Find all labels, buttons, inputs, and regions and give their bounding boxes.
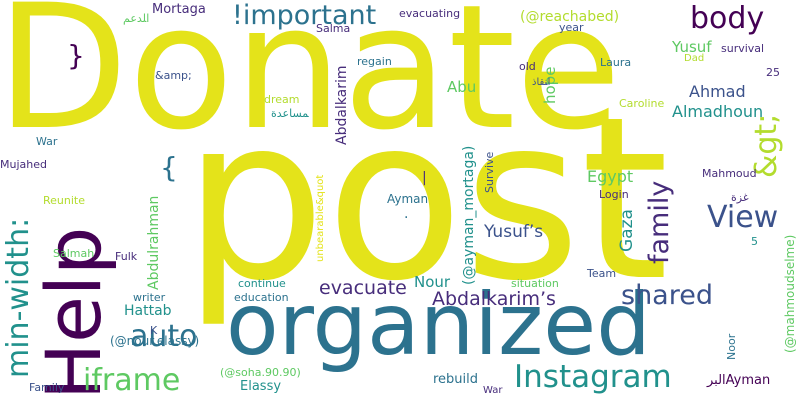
word-dream: dream <box>264 93 300 106</box>
word-abdalkarims: Abdalkarim’s <box>432 288 556 310</box>
word-team: Team <box>587 267 617 280</box>
word-fulk: Fulk <box>115 250 138 263</box>
word-continue: continue <box>238 277 286 290</box>
word-view: View <box>707 200 779 235</box>
word-min-width: min-width: <box>1 217 36 378</box>
word-salma: Salma <box>316 22 351 35</box>
word-reachabed: (@reachabed) <box>520 9 620 25</box>
word-abdalkarim: Abdalkarim <box>334 65 350 145</box>
word-5: 5 <box>751 235 758 248</box>
word-pipe: | <box>422 170 427 186</box>
word-dad: Dad <box>684 53 705 64</box>
word-soha: (@soha.90.90) <box>220 366 301 379</box>
word-mahmoudselme: (@mahmoudselme) <box>783 234 797 353</box>
word-dot: . <box>404 206 409 222</box>
word-ayman-mortaga: (@ayman_mortaga) <box>461 145 477 285</box>
word-noor: Noor <box>725 333 738 360</box>
word-arabic-4: ﻏﺰﺓ <box>731 191 749 204</box>
word-nour: Nour <box>414 273 451 291</box>
word-mujahed: Mujahed <box>0 158 47 171</box>
word-organized: organized <box>226 275 651 375</box>
word-regain: regain <box>357 55 392 68</box>
word-education: education <box>234 291 289 304</box>
word-instagram: Instagram <box>514 359 672 395</box>
word-k: K <box>150 324 158 337</box>
word-abu: Abu <box>447 78 477 96</box>
word-gaza: Gaza <box>617 209 637 252</box>
word-arabic-ayman: ﺍﻟﺒﺮAyman <box>707 373 771 388</box>
word-arabic-1: ﺍﻠﺪﻋﻢ <box>123 12 150 25</box>
word-donate: Donate <box>0 0 622 168</box>
word-evacuate: evacuate <box>319 277 407 299</box>
word-yusuf: Yusuf <box>672 38 712 56</box>
word-writer: writer <box>133 291 166 304</box>
word-mortaga: Mortaga <box>152 2 206 17</box>
word-survival: survival <box>721 42 765 55</box>
word-amp: &amp; <box>155 69 192 82</box>
word-ayman: Ayman <box>387 192 429 206</box>
word-laura: Laura <box>600 56 632 69</box>
word-reunite: Reunite <box>43 194 85 207</box>
word-nour-elassy: (@nour.elassy) <box>110 334 200 348</box>
word-arabic-3: ﺍﻨﻘﺎﺫ <box>532 77 551 88</box>
word-abdulrahman: Abdulrahman <box>146 195 162 290</box>
word-war-bottom: War <box>483 385 503 396</box>
word-important: !important <box>232 0 377 31</box>
word-ahmad: Ahmad <box>689 82 746 101</box>
word-shared: shared <box>621 280 713 311</box>
word-post: post <box>183 69 669 331</box>
word-almadhoun: Almadhoun <box>672 102 764 121</box>
word-caroline: Caroline <box>619 97 665 110</box>
word-hattab: Hattab <box>124 303 172 319</box>
word-unbearable: unbearable&quot <box>315 174 326 262</box>
word-open-brace: { <box>160 151 178 184</box>
word-yusufs: Yusuf’s <box>484 222 544 242</box>
word-25: 25 <box>766 66 780 79</box>
word-login: Login <box>599 188 629 201</box>
word-year: year <box>559 21 584 34</box>
word-arabic-2: ﻤﺴﺎﻋﺪﺓ <box>271 107 309 120</box>
word-elassy: Elassy <box>240 379 282 394</box>
word-old: old <box>519 60 536 73</box>
word-close-brace: } <box>67 39 85 72</box>
word-family: family <box>644 180 675 264</box>
word-war-left: War <box>36 135 58 148</box>
word-salmah: Salmah <box>53 247 95 260</box>
word-situation: situation <box>511 277 559 290</box>
word-auto: auto <box>130 319 198 354</box>
word-rebuild: rebuild <box>433 372 479 387</box>
word-evacuating: evacuating <box>399 7 461 20</box>
word-body: body <box>690 1 765 36</box>
word-survive: Survive <box>483 151 496 193</box>
word-family-small: Family <box>29 381 65 394</box>
word-egypt: Egypt <box>587 167 634 186</box>
word-iframe: iframe <box>83 363 181 398</box>
word-mahmoud: Mahmoud <box>702 167 757 180</box>
